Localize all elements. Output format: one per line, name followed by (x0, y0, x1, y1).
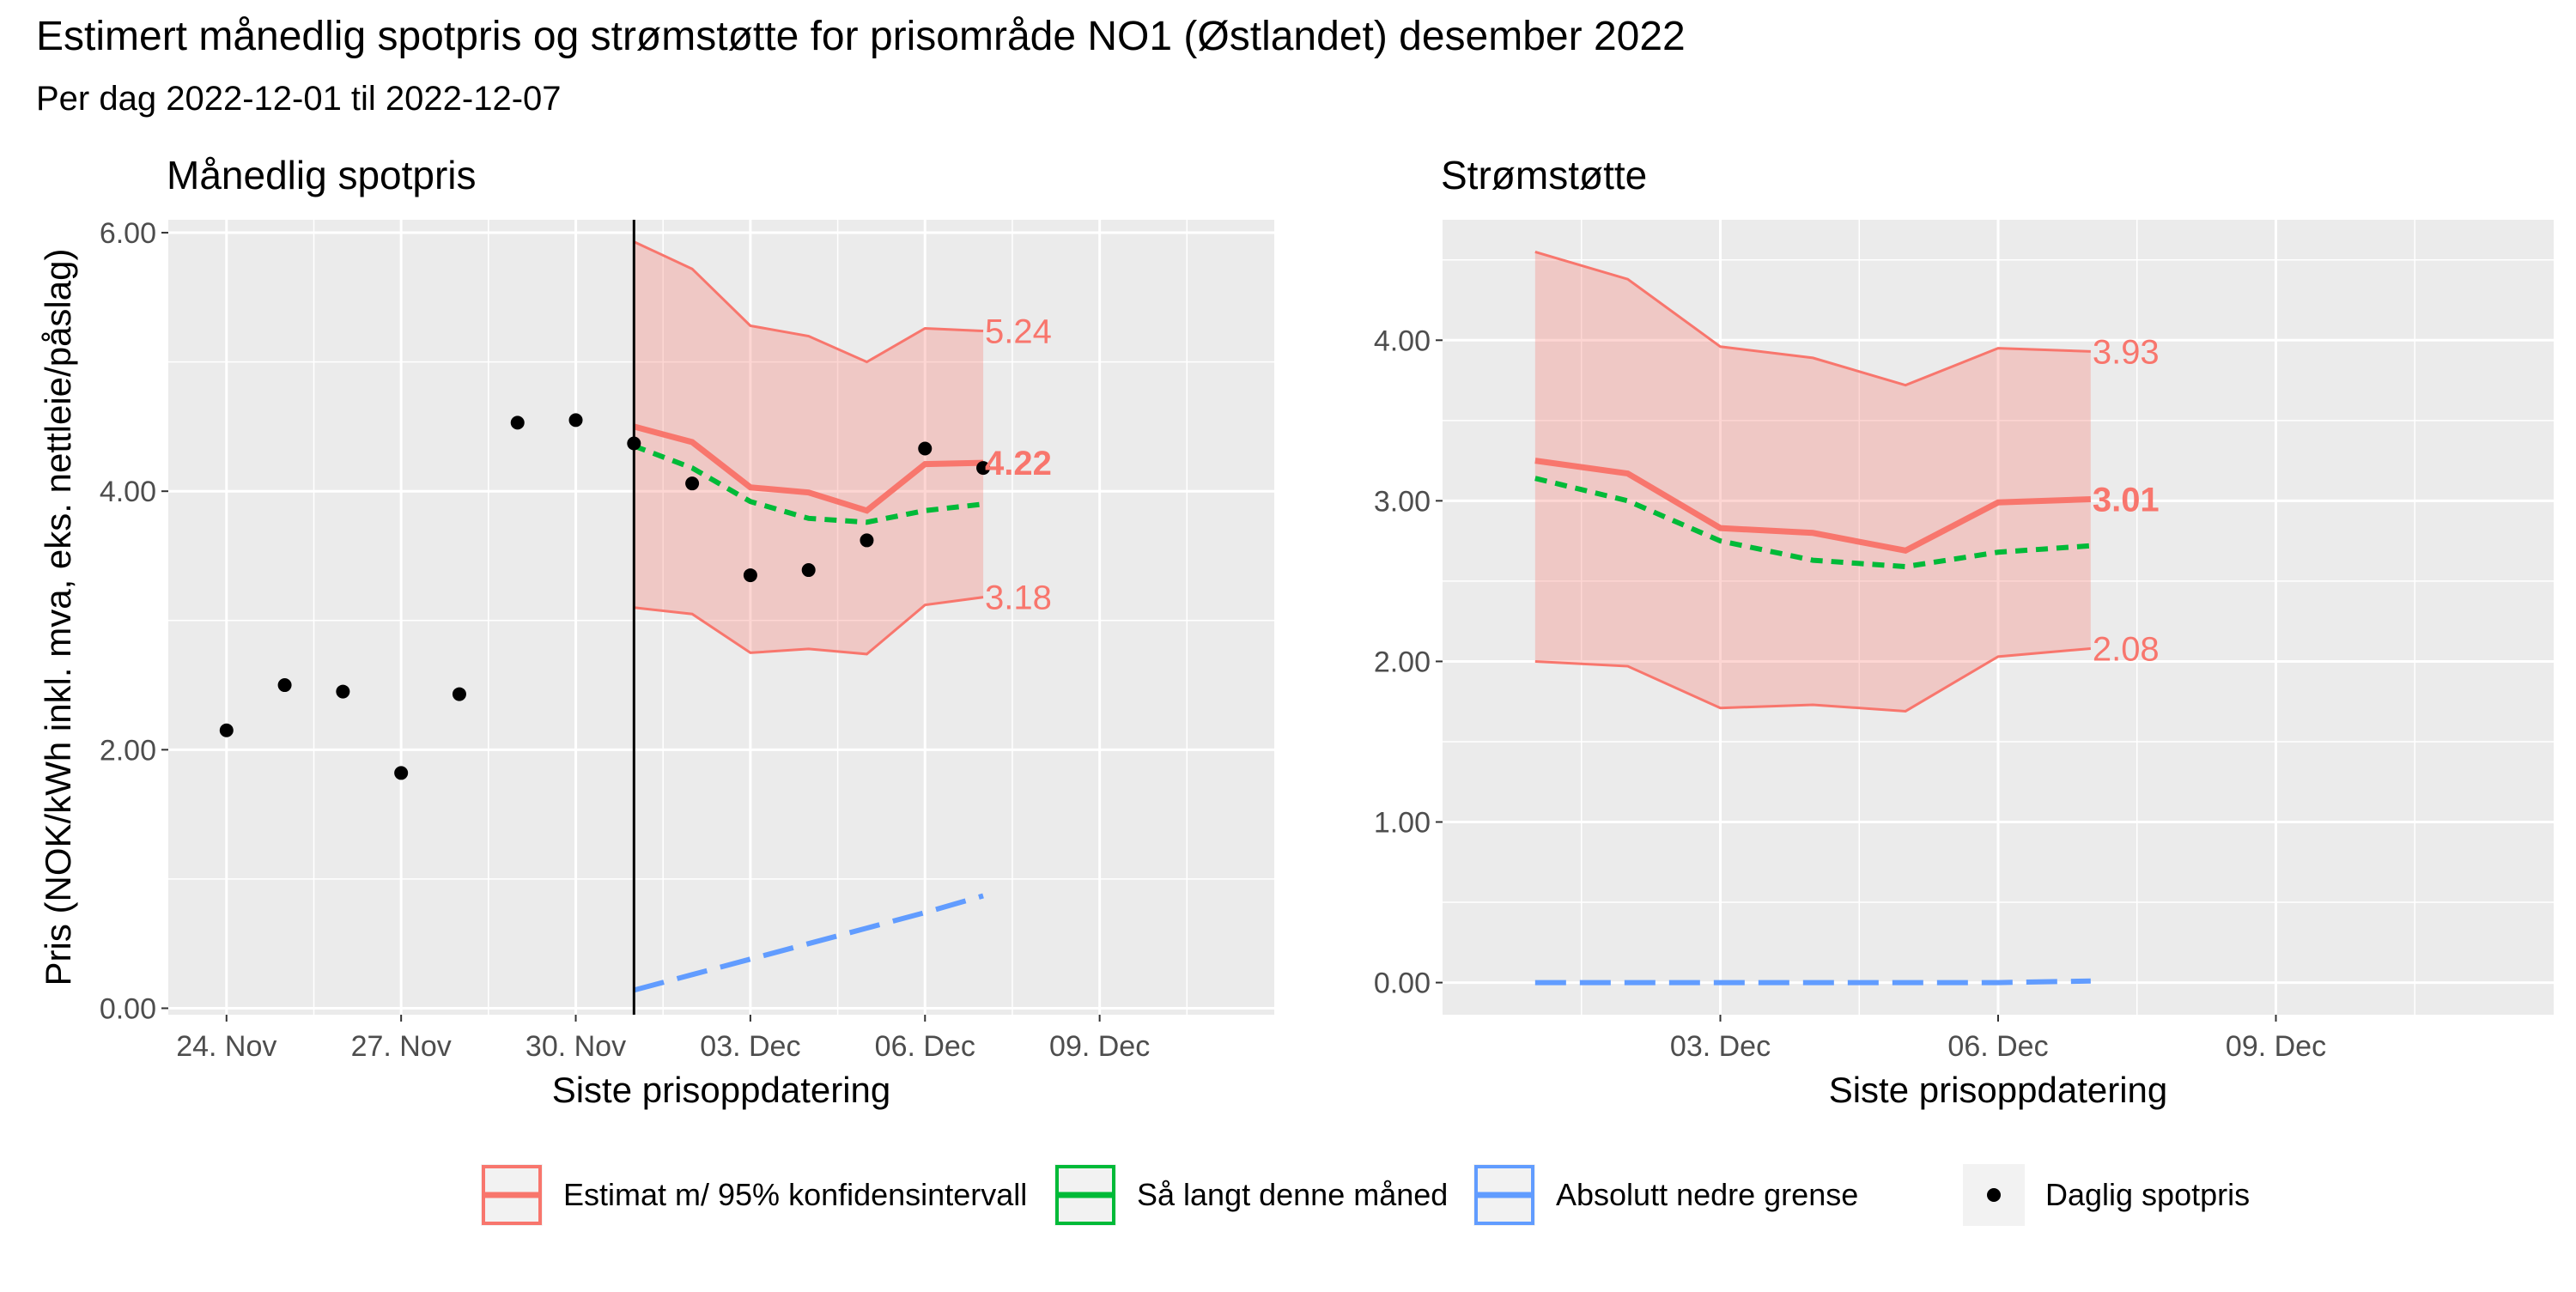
daily-spot-point (394, 766, 409, 780)
x-axis-label: Siste prisoppdatering (552, 1070, 891, 1110)
upper-bound-line (633, 240, 984, 364)
legend-label: Daglig spotpris (2045, 1177, 2250, 1212)
panel-spotpris: Månedlig spotpris 0.00 2.00 4.00 6.00 24. Nov… (38, 153, 1274, 1110)
legend-label: Estimat m/ 95% konfidensintervall (563, 1177, 1027, 1212)
estimate-line (1534, 458, 2091, 555)
legend-item: Daglig spotpris (1963, 1164, 2250, 1226)
daily-spot-point (510, 416, 525, 430)
daily-spot-point (568, 413, 583, 428)
upper-bound-line (1534, 250, 2091, 387)
absolute-lower-bound-line (633, 893, 984, 993)
legend-item: Estimat m/ 95% konfidensintervall (481, 1164, 1027, 1226)
y-tick-label: 6.00 (100, 217, 156, 250)
confidence-band (1534, 252, 2091, 712)
end-label: 3.18 (985, 579, 1052, 617)
chart-subtitle: Per dag 2022-12-01 til 2022-12-07 (36, 80, 562, 118)
legend: Estimat m/ 95% konfidensintervall Så lang… (481, 1164, 2250, 1226)
end-label: 3.93 (2093, 333, 2160, 371)
end-label: 5.24 (985, 312, 1052, 350)
legend-label: Absolutt nedre grense (1556, 1177, 1858, 1212)
y-tick-label: 4.00 (100, 476, 156, 508)
daily-spot-point (801, 563, 816, 578)
chart-title: Estimert månedlig spotpris og strømstøtt… (36, 14, 1686, 59)
daily-spot-point (219, 723, 234, 737)
end-label: 2.08 (2093, 630, 2160, 668)
daily-spot-point (976, 461, 991, 476)
x-tick-label: 06. Dec (1947, 1030, 2048, 1063)
end-label: 4.22 (985, 445, 1052, 482)
x-tick-label: 09. Dec (1049, 1030, 1150, 1063)
y-tick-label: 0.00 (100, 992, 156, 1025)
legend-item: Så langt denne måned (1054, 1164, 1448, 1226)
panel-stromstotte: Strømstøtte 0.00 1.00 2.00 3.00 4.00 03. Dec 06… (1374, 153, 2554, 1110)
y-tick-label: 3.00 (1374, 485, 1431, 518)
legend-key-point (1987, 1188, 2001, 1202)
x-tick-label: 03. Dec (1670, 1030, 1771, 1063)
daily-spot-point (918, 441, 933, 456)
x-axis-label: Siste prisoppdatering (1829, 1070, 2168, 1110)
y-axis-label: Pris (NOK/kWh inkl. mva, eks. nettleie/p… (38, 249, 78, 986)
x-tick-label: 06. Dec (875, 1030, 975, 1063)
x-tick-label: 27. Nov (351, 1030, 452, 1063)
y-tick-label: 2.00 (1374, 646, 1431, 678)
daily-spot-point (277, 678, 292, 693)
daily-spot-point (452, 687, 466, 701)
y-tick-label: 1.00 (1374, 807, 1431, 840)
panel-title: Månedlig spotpris (167, 153, 477, 197)
confidence-band (634, 241, 984, 654)
x-tick-label: 24. Nov (176, 1030, 276, 1063)
lower-bound-line (634, 596, 984, 656)
daily-spot-point (627, 436, 641, 451)
y-tick-label: 0.00 (1374, 967, 1431, 1000)
legend-label: Så langt denne måned (1137, 1177, 1448, 1212)
daily-spot-point (743, 568, 757, 583)
x-tick-label: 09. Dec (2226, 1030, 2326, 1063)
daily-spot-point (685, 476, 700, 491)
absolute-lower-bound-line (1534, 978, 2091, 986)
lower-bound-line (1534, 646, 2091, 713)
so-far-line (1534, 476, 2092, 570)
panel-title: Strømstøtte (1441, 153, 1647, 197)
daily-spot-point (336, 684, 350, 699)
y-tick-label: 4.00 (1374, 325, 1431, 357)
estimate-line (633, 423, 984, 514)
y-tick-label: 2.00 (100, 734, 156, 767)
panel-background (168, 220, 1274, 1015)
daily-spot-point (860, 533, 874, 548)
x-tick-label: 03. Dec (700, 1030, 800, 1063)
so-far-line (633, 443, 984, 525)
end-label: 3.01 (2093, 482, 2160, 519)
x-tick-label: 30. Nov (526, 1030, 626, 1063)
legend-item: Absolutt nedre grense (1473, 1164, 1858, 1226)
